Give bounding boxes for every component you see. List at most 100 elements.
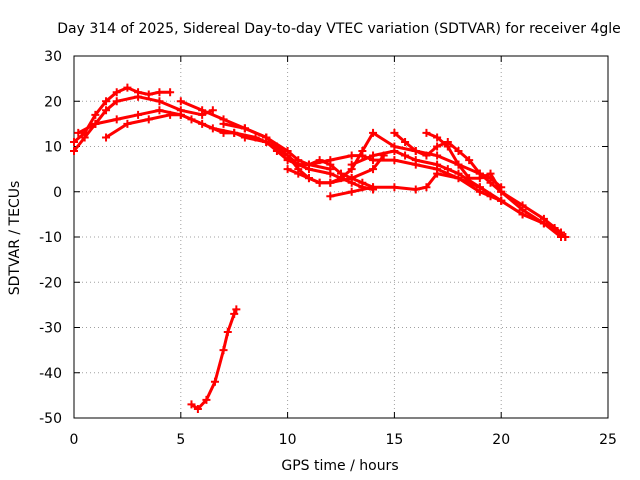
data-point bbox=[475, 183, 484, 192]
data-point bbox=[123, 83, 132, 92]
data-point bbox=[539, 219, 548, 228]
data-point bbox=[232, 305, 241, 314]
x-tick-label: 20 bbox=[492, 432, 510, 448]
data-point bbox=[155, 97, 164, 106]
data-point bbox=[347, 174, 356, 183]
data-point bbox=[198, 106, 207, 115]
y-tick-label: -20 bbox=[39, 275, 62, 291]
data-point bbox=[369, 128, 378, 137]
data-point bbox=[219, 119, 228, 128]
x-axis-label: GPS time / hours bbox=[281, 458, 398, 474]
data-point bbox=[411, 156, 420, 165]
data-point bbox=[294, 160, 303, 169]
y-tick-label: 10 bbox=[44, 140, 62, 156]
data-point bbox=[454, 147, 463, 156]
data-point bbox=[433, 133, 442, 142]
data-point bbox=[223, 328, 232, 337]
y-axis-label: SDTVAR / TECUs bbox=[7, 181, 23, 296]
data-point bbox=[433, 160, 442, 169]
data-point bbox=[433, 169, 442, 178]
data-point bbox=[518, 205, 527, 214]
data-point bbox=[70, 137, 78, 146]
series-track-12 bbox=[422, 128, 566, 241]
data-point bbox=[326, 169, 335, 178]
series-line bbox=[286, 131, 503, 189]
data-point bbox=[369, 165, 378, 174]
data-point bbox=[144, 115, 153, 124]
y-tick-label: -30 bbox=[39, 321, 62, 337]
data-point bbox=[486, 178, 495, 187]
data-point bbox=[369, 183, 378, 192]
data-point bbox=[465, 156, 474, 165]
data-point bbox=[102, 133, 111, 142]
data-point bbox=[123, 119, 132, 128]
data-series bbox=[70, 83, 570, 413]
x-tick-label: 5 bbox=[176, 432, 185, 448]
data-point bbox=[465, 174, 474, 183]
data-point bbox=[144, 90, 153, 99]
data-point bbox=[326, 156, 335, 165]
data-point bbox=[454, 160, 463, 169]
data-point bbox=[80, 133, 89, 142]
grid-lines bbox=[74, 56, 608, 418]
series-line bbox=[190, 307, 238, 411]
data-point bbox=[497, 187, 506, 196]
data-point bbox=[112, 115, 121, 124]
data-point bbox=[134, 92, 143, 101]
data-point bbox=[155, 88, 164, 97]
data-point bbox=[475, 174, 484, 183]
data-point bbox=[443, 165, 452, 174]
data-point bbox=[390, 156, 399, 165]
data-point bbox=[283, 165, 292, 174]
data-point bbox=[134, 110, 143, 119]
chart-title: Day 314 of 2025, Sidereal Day-to-day VTE… bbox=[57, 21, 621, 37]
data-point bbox=[112, 88, 121, 97]
data-point bbox=[347, 187, 356, 196]
data-point bbox=[240, 124, 249, 133]
data-point bbox=[401, 151, 410, 160]
x-tick-label: 15 bbox=[385, 432, 403, 448]
data-point bbox=[304, 174, 313, 183]
data-point bbox=[74, 128, 83, 137]
data-point bbox=[112, 97, 121, 106]
data-point bbox=[176, 110, 185, 119]
data-point bbox=[326, 178, 335, 187]
data-point bbox=[557, 233, 566, 241]
data-point bbox=[337, 174, 345, 183]
series-track-1 bbox=[70, 83, 175, 146]
data-point bbox=[193, 404, 202, 413]
data-point bbox=[230, 309, 239, 318]
data-point bbox=[202, 395, 211, 404]
data-point bbox=[358, 147, 367, 156]
data-point bbox=[219, 346, 228, 355]
data-point bbox=[230, 128, 239, 137]
data-point bbox=[347, 160, 356, 169]
data-point bbox=[433, 142, 442, 151]
data-point bbox=[187, 400, 196, 409]
axis-ticks: 0 5 10 15 20 25 30 20 10 0 -10 -20 -30 -40 -50 bbox=[39, 49, 617, 448]
data-point bbox=[176, 97, 185, 106]
data-point bbox=[251, 133, 260, 142]
series-track-13 bbox=[187, 305, 241, 413]
y-tick-label: -40 bbox=[39, 366, 62, 382]
data-point bbox=[369, 151, 378, 160]
data-point bbox=[70, 147, 78, 156]
data-point bbox=[91, 110, 100, 119]
data-point bbox=[208, 124, 217, 133]
data-point bbox=[411, 185, 420, 194]
data-point bbox=[166, 110, 175, 119]
data-point bbox=[272, 142, 281, 151]
data-point bbox=[294, 169, 303, 178]
data-point bbox=[401, 137, 410, 146]
data-point bbox=[358, 178, 367, 187]
series-track-2 bbox=[70, 92, 217, 156]
data-point bbox=[283, 151, 292, 160]
x-tick-label: 0 bbox=[70, 432, 79, 448]
data-point bbox=[91, 119, 100, 128]
data-point bbox=[422, 183, 431, 192]
data-point bbox=[315, 178, 324, 187]
data-point bbox=[486, 169, 495, 178]
data-point bbox=[166, 88, 175, 97]
data-point bbox=[390, 183, 399, 192]
